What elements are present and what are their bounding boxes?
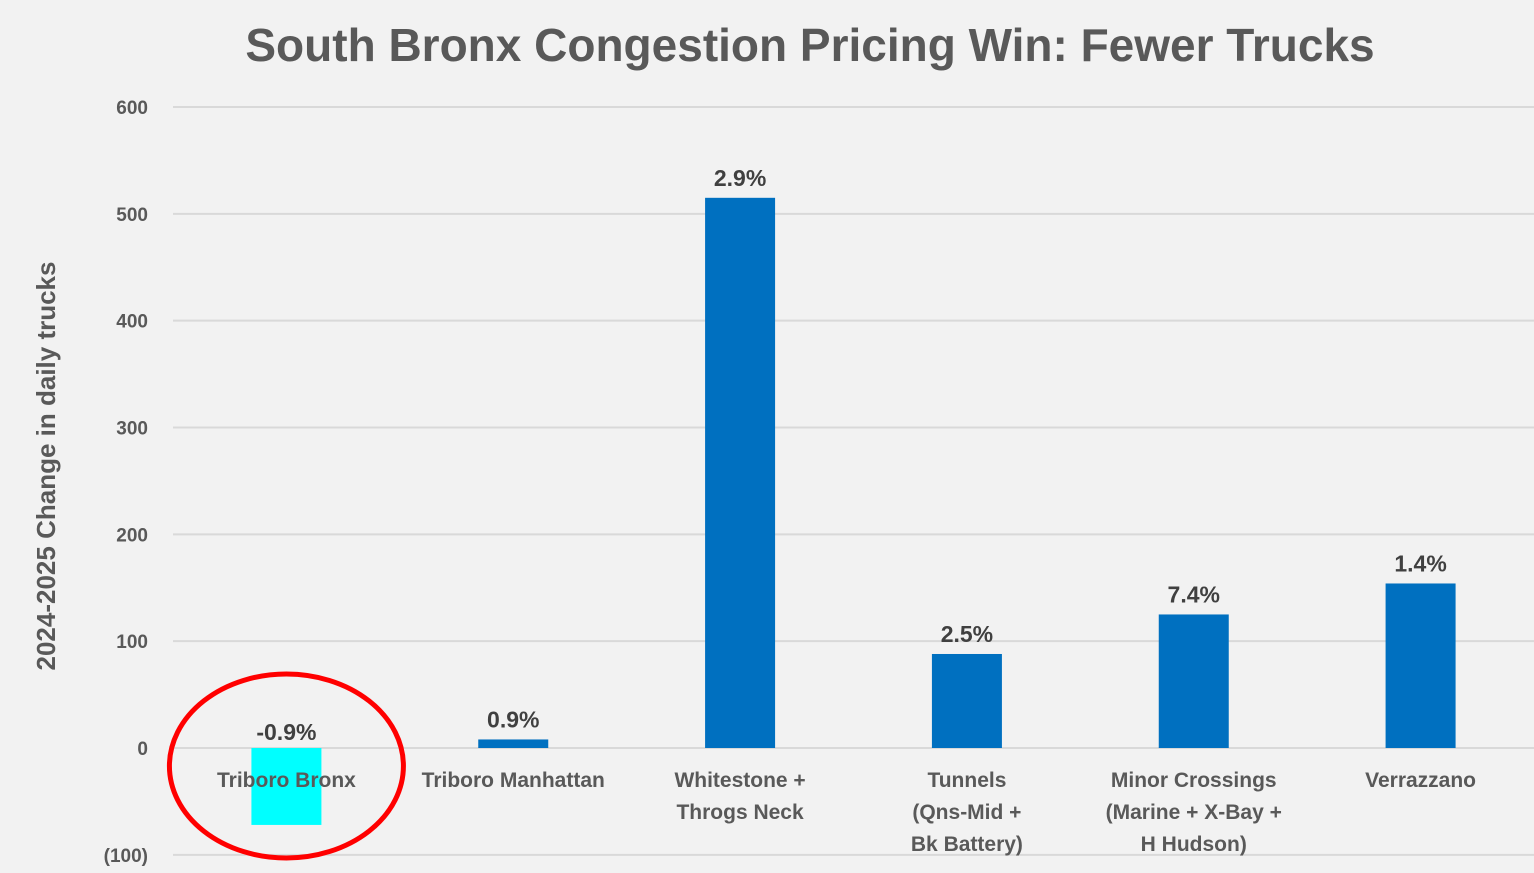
y-tick-label: 500 [116, 205, 148, 226]
y-tick-label: 400 [116, 312, 148, 333]
category-labels: Triboro Bronx Triboro Manhattan Whitestone… [217, 769, 1476, 856]
data-label: -0.9% [256, 719, 316, 745]
y-tick-label: 200 [116, 525, 148, 546]
category-label: Whitestone + [674, 769, 805, 792]
category-label: Triboro Manhattan [422, 769, 605, 792]
data-label: 2.5% [941, 621, 993, 647]
highlight-ellipse [166, 671, 406, 861]
bar [931, 653, 1002, 748]
data-label: 1.4% [1394, 550, 1446, 576]
y-tick-label: 100 [116, 632, 148, 653]
y-tick-label: 300 [116, 419, 148, 440]
category-label: Bk Battery) [911, 833, 1023, 856]
category-label: H Hudson) [1141, 833, 1247, 856]
category-label: (Marine + X-Bay + [1106, 801, 1282, 824]
bars [251, 197, 1456, 825]
category-label: Triboro Bronx [217, 769, 356, 792]
bar [1158, 614, 1229, 748]
y-axis-label: 2024-2025 Change in daily trucks [31, 262, 61, 671]
data-label: 0.9% [487, 706, 539, 732]
category-label: (Qns-Mid + [912, 801, 1021, 824]
bar [251, 748, 322, 825]
gridlines [173, 106, 1534, 856]
category-label: Verrazzano [1365, 769, 1476, 792]
category-label: Minor Crossings [1111, 769, 1277, 792]
bar [478, 739, 549, 748]
bar [1385, 583, 1456, 748]
y-axis-ticks: (100) 0 100 200 300 400 500 600 [104, 98, 148, 867]
data-labels: -0.9% 0.9% 2.9% 2.5% 7.4% 1.4% [256, 165, 1446, 745]
data-label: 7.4% [1168, 581, 1220, 607]
chart-title: South Bronx Congestion Pricing Win: Fewe… [245, 19, 1375, 71]
y-tick-label: 0 [137, 739, 148, 760]
category-label: Tunnels [927, 769, 1006, 792]
y-tick-label: (100) [104, 846, 148, 867]
y-tick-label: 600 [116, 98, 148, 119]
category-label: Throgs Neck [676, 801, 804, 824]
data-label: 2.9% [714, 165, 766, 191]
highlight-annotation [166, 671, 406, 861]
bar [705, 197, 776, 748]
